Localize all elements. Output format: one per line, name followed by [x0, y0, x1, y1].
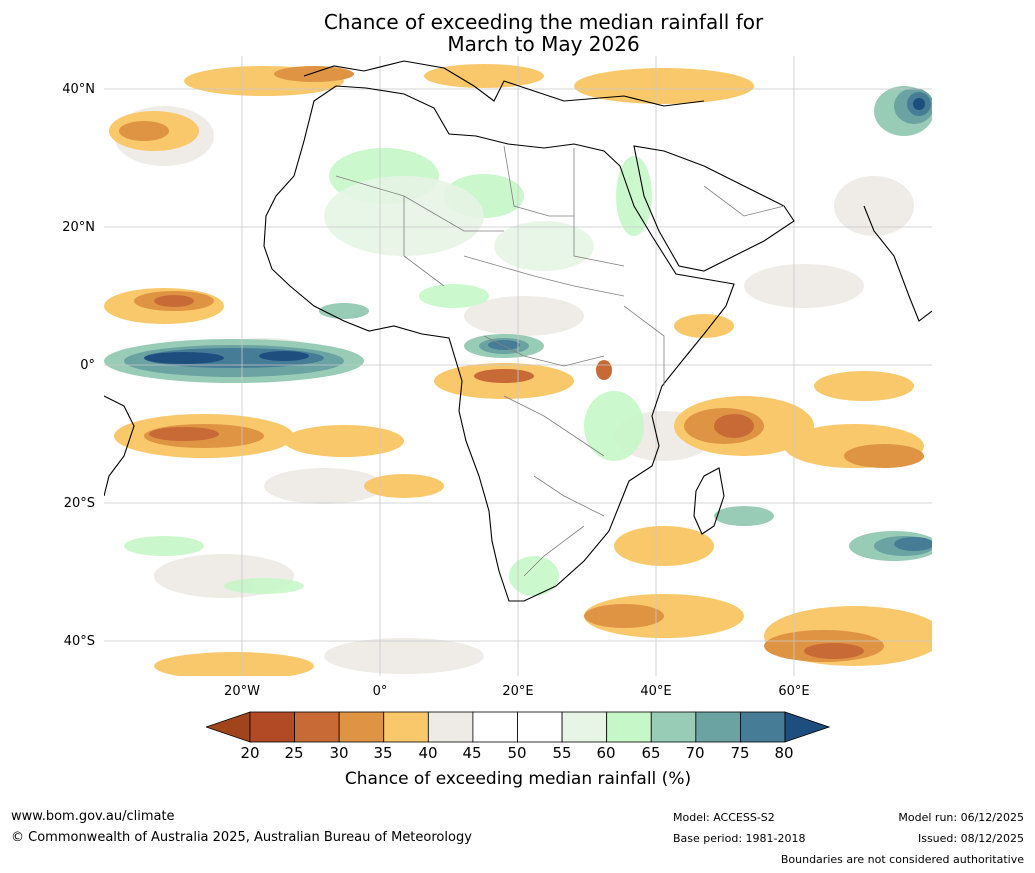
website-link[interactable]: www.bom.gov.au/climate [11, 809, 175, 824]
lon-label-20w: 20°W [224, 684, 260, 699]
colorbar [206, 711, 830, 743]
colorbar-title: Chance of exceeding median rainfall (%) [344, 769, 692, 789]
lat-label-equator: 0° [80, 358, 95, 373]
colorbar-segment [249, 711, 295, 743]
colorbar-tick-70: 70 [685, 744, 705, 762]
colorbar-segment [427, 711, 474, 743]
colorbar-tick-75: 75 [730, 744, 750, 762]
graticule [104, 56, 932, 676]
copyright-text: © Commonwealth of Australia 2025, Austra… [11, 830, 472, 845]
colorbar-segment [517, 711, 563, 743]
colorbar-segment [561, 711, 608, 743]
colorbar-tick-45: 45 [462, 744, 482, 762]
colorbar-tick-65: 65 [641, 744, 661, 762]
colorbar-tick-35: 35 [373, 744, 393, 762]
colorbar-segment [650, 711, 697, 743]
lat-label-20s: 20°S [63, 496, 95, 511]
lat-label-20n: 20°N [62, 220, 95, 235]
colorbar-segment [740, 711, 786, 743]
colorbar-extend-high [784, 711, 830, 743]
colorbar-tick-50: 50 [507, 744, 527, 762]
base-period: Base period: 1981-2018 [673, 832, 806, 845]
lat-label-40n: 40°N [62, 82, 95, 97]
chart-title-line1: Chance of exceeding the median rainfall … [323, 10, 764, 34]
colorbar-tick-80: 80 [774, 744, 794, 762]
issued-date: Issued: 08/12/2025 [917, 832, 1024, 845]
model-run-date: Model run: 06/12/2025 [898, 811, 1024, 824]
lon-label-40e: 40°E [640, 684, 672, 699]
colorbar-segment [294, 711, 340, 743]
colorbar-segment [695, 711, 741, 743]
colorbar-segment [383, 711, 429, 743]
coastline [104, 60, 932, 602]
country-borders [335, 145, 785, 577]
colorbar-tick-25: 25 [284, 744, 304, 762]
lon-label-0: 0° [372, 684, 388, 699]
colorbar-tick-55: 55 [552, 744, 572, 762]
colorbar-tick-30: 30 [329, 744, 349, 762]
above-median-areas [124, 148, 914, 596]
colorbar-segment [472, 711, 518, 743]
lat-label-40s: 40°S [63, 634, 95, 649]
colorbar-tick-60: 60 [596, 744, 616, 762]
chart-title-line2: March to May 2026 [447, 32, 640, 56]
lon-label-60e: 60°E [778, 684, 810, 699]
colorbar-extend-low [206, 711, 251, 743]
model-name: Model: ACCESS-S2 [673, 811, 775, 824]
colorbar-segment [606, 711, 652, 743]
colorbar-segments [249, 711, 786, 743]
colorbar-tick-40: 40 [418, 744, 438, 762]
lon-label-20e: 20°E [502, 684, 534, 699]
colorbar-segment [338, 711, 385, 743]
boundary-disclaimer: Boundaries are not considered authoritat… [780, 853, 1024, 866]
rainfall-map [104, 56, 932, 676]
colorbar-tick-20: 20 [240, 744, 260, 762]
map-panel [104, 56, 932, 676]
